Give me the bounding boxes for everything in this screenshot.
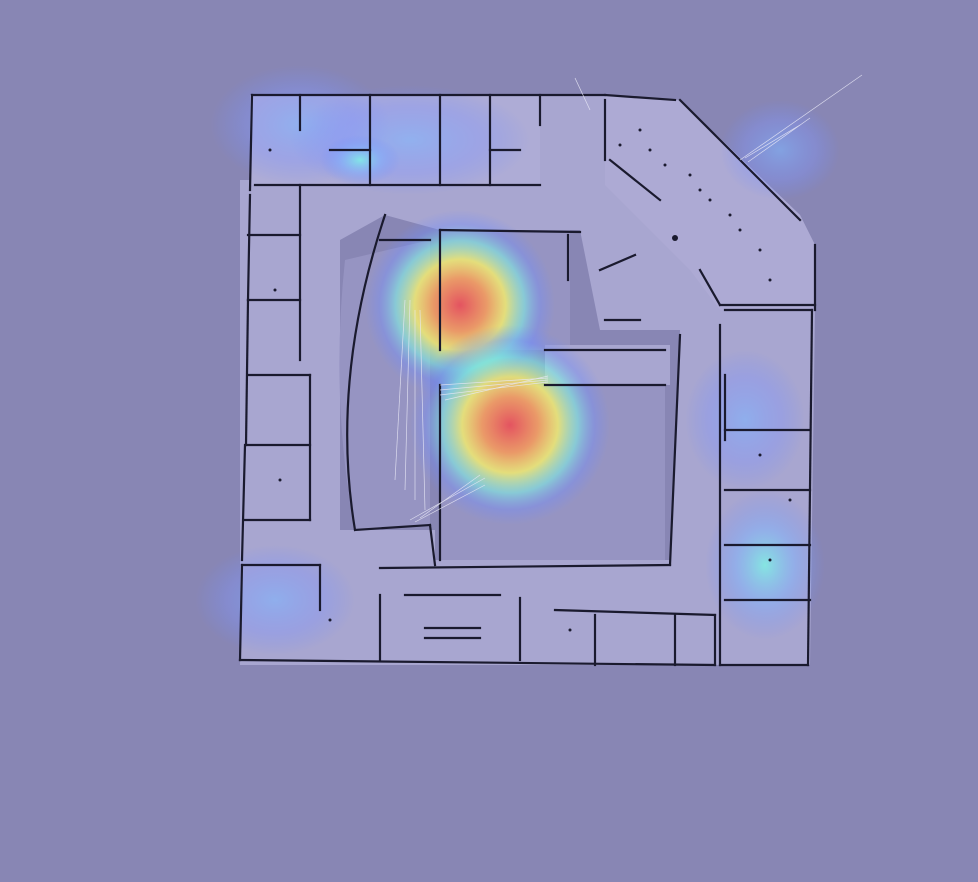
walls bbox=[238, 93, 817, 667]
hotspot-north-east bbox=[720, 100, 840, 200]
laser-scan-rays-icon bbox=[394, 74, 863, 523]
obstacles bbox=[268, 128, 792, 632]
hotspot-south-center bbox=[410, 325, 610, 525]
heatmap-overlay bbox=[195, 65, 840, 655]
hotspot-east-lower bbox=[705, 490, 825, 640]
